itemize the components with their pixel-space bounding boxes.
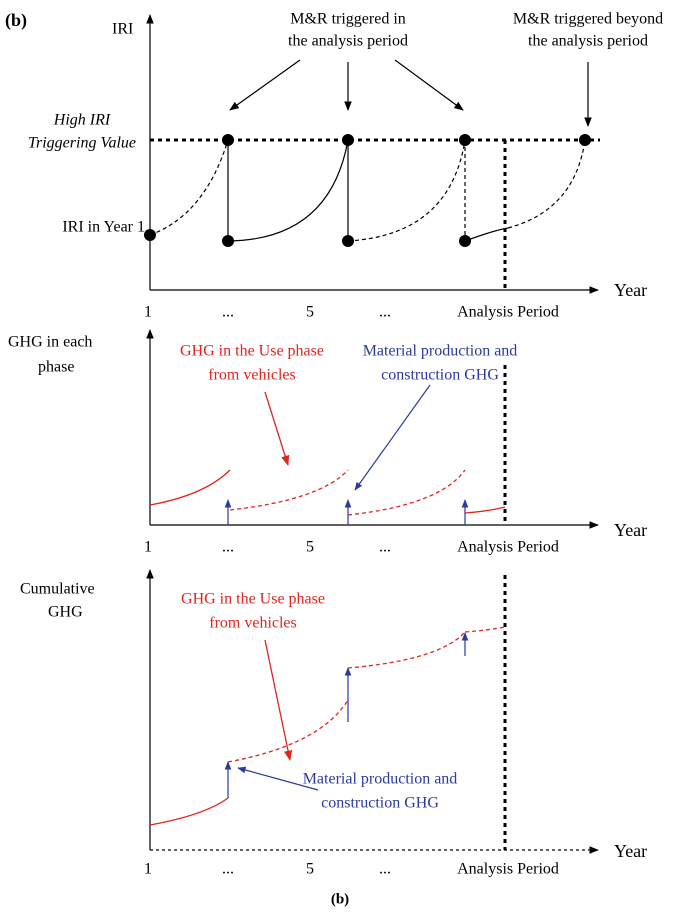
x-tick-label: ... [379,861,391,878]
x-tick-label: 5 [306,861,314,878]
annotation: M&R triggered in [290,11,406,28]
x-tick-label: Analysis Period [457,861,559,878]
annotation: construction GHG [321,795,439,812]
arrow [264,391,290,466]
y-label: GHG in each [8,334,92,351]
curve [464,227,509,242]
curve [347,631,466,669]
y-label: GHG [48,604,83,621]
x-axis-label: Year [614,520,647,540]
x-axis-label: Year [614,841,647,861]
annotation: GHG in the Use phase [180,343,324,360]
curve [149,139,229,236]
y-label: phase [38,359,74,376]
figure-label: (b) [5,10,27,31]
curve [347,139,466,242]
panel-iri: IRI M&R triggered in the analysis period… [28,11,663,294]
annotation: from vehicles [209,615,297,632]
annotation: Material production and [303,771,458,788]
arrow [354,384,431,491]
x-tick-label: ... [379,539,391,556]
annotation: the analysis period [528,33,648,50]
arrow [394,59,464,111]
annotation: High IRI [53,112,111,129]
caption: (b) [331,891,349,907]
annotation: Material production and [363,343,518,360]
curve [149,797,229,826]
annotation: M&R triggered beyond [513,11,663,28]
x-tick-label: ... [379,304,391,321]
x-tick-label: Analysis Period [457,539,559,556]
curve [507,139,586,229]
curve [464,506,506,514]
x-tick-label: 5 [306,539,314,556]
annotation: GHG in the Use phase [181,591,325,608]
x-tick-label: Analysis Period [457,304,559,321]
curve [227,139,349,242]
panel-cumulative: Cumulative GHG GHG in the Use phase from… [20,569,599,854]
x-tick-label: ... [222,304,234,321]
x-tick-label: ... [222,539,234,556]
curve [227,699,349,763]
curve [229,469,349,511]
arrow [229,59,301,111]
x-tick-label: 1 [144,304,152,321]
annotation: from vehicles [208,367,296,384]
annotation: IRI in Year 1 [62,219,145,236]
curve [149,469,231,506]
x-tick-label: 5 [306,304,314,321]
y-label: Cumulative [20,581,95,598]
y-label: IRI [112,21,133,38]
x-tick-label: ... [222,861,234,878]
x-tick-label: 1 [144,539,152,556]
annotation: construction GHG [381,367,499,384]
curve [347,469,466,516]
annotation: Triggering Value [28,135,136,152]
annotation: the analysis period [288,33,408,50]
arrow [264,639,293,762]
x-tick-label: 1 [144,861,152,878]
arrow [237,766,319,791]
x-axis-label: Year [614,280,647,300]
panel-ghg: GHG in each phase GHG in the Use phase f… [8,329,599,529]
curve [464,626,506,633]
points [144,134,591,247]
